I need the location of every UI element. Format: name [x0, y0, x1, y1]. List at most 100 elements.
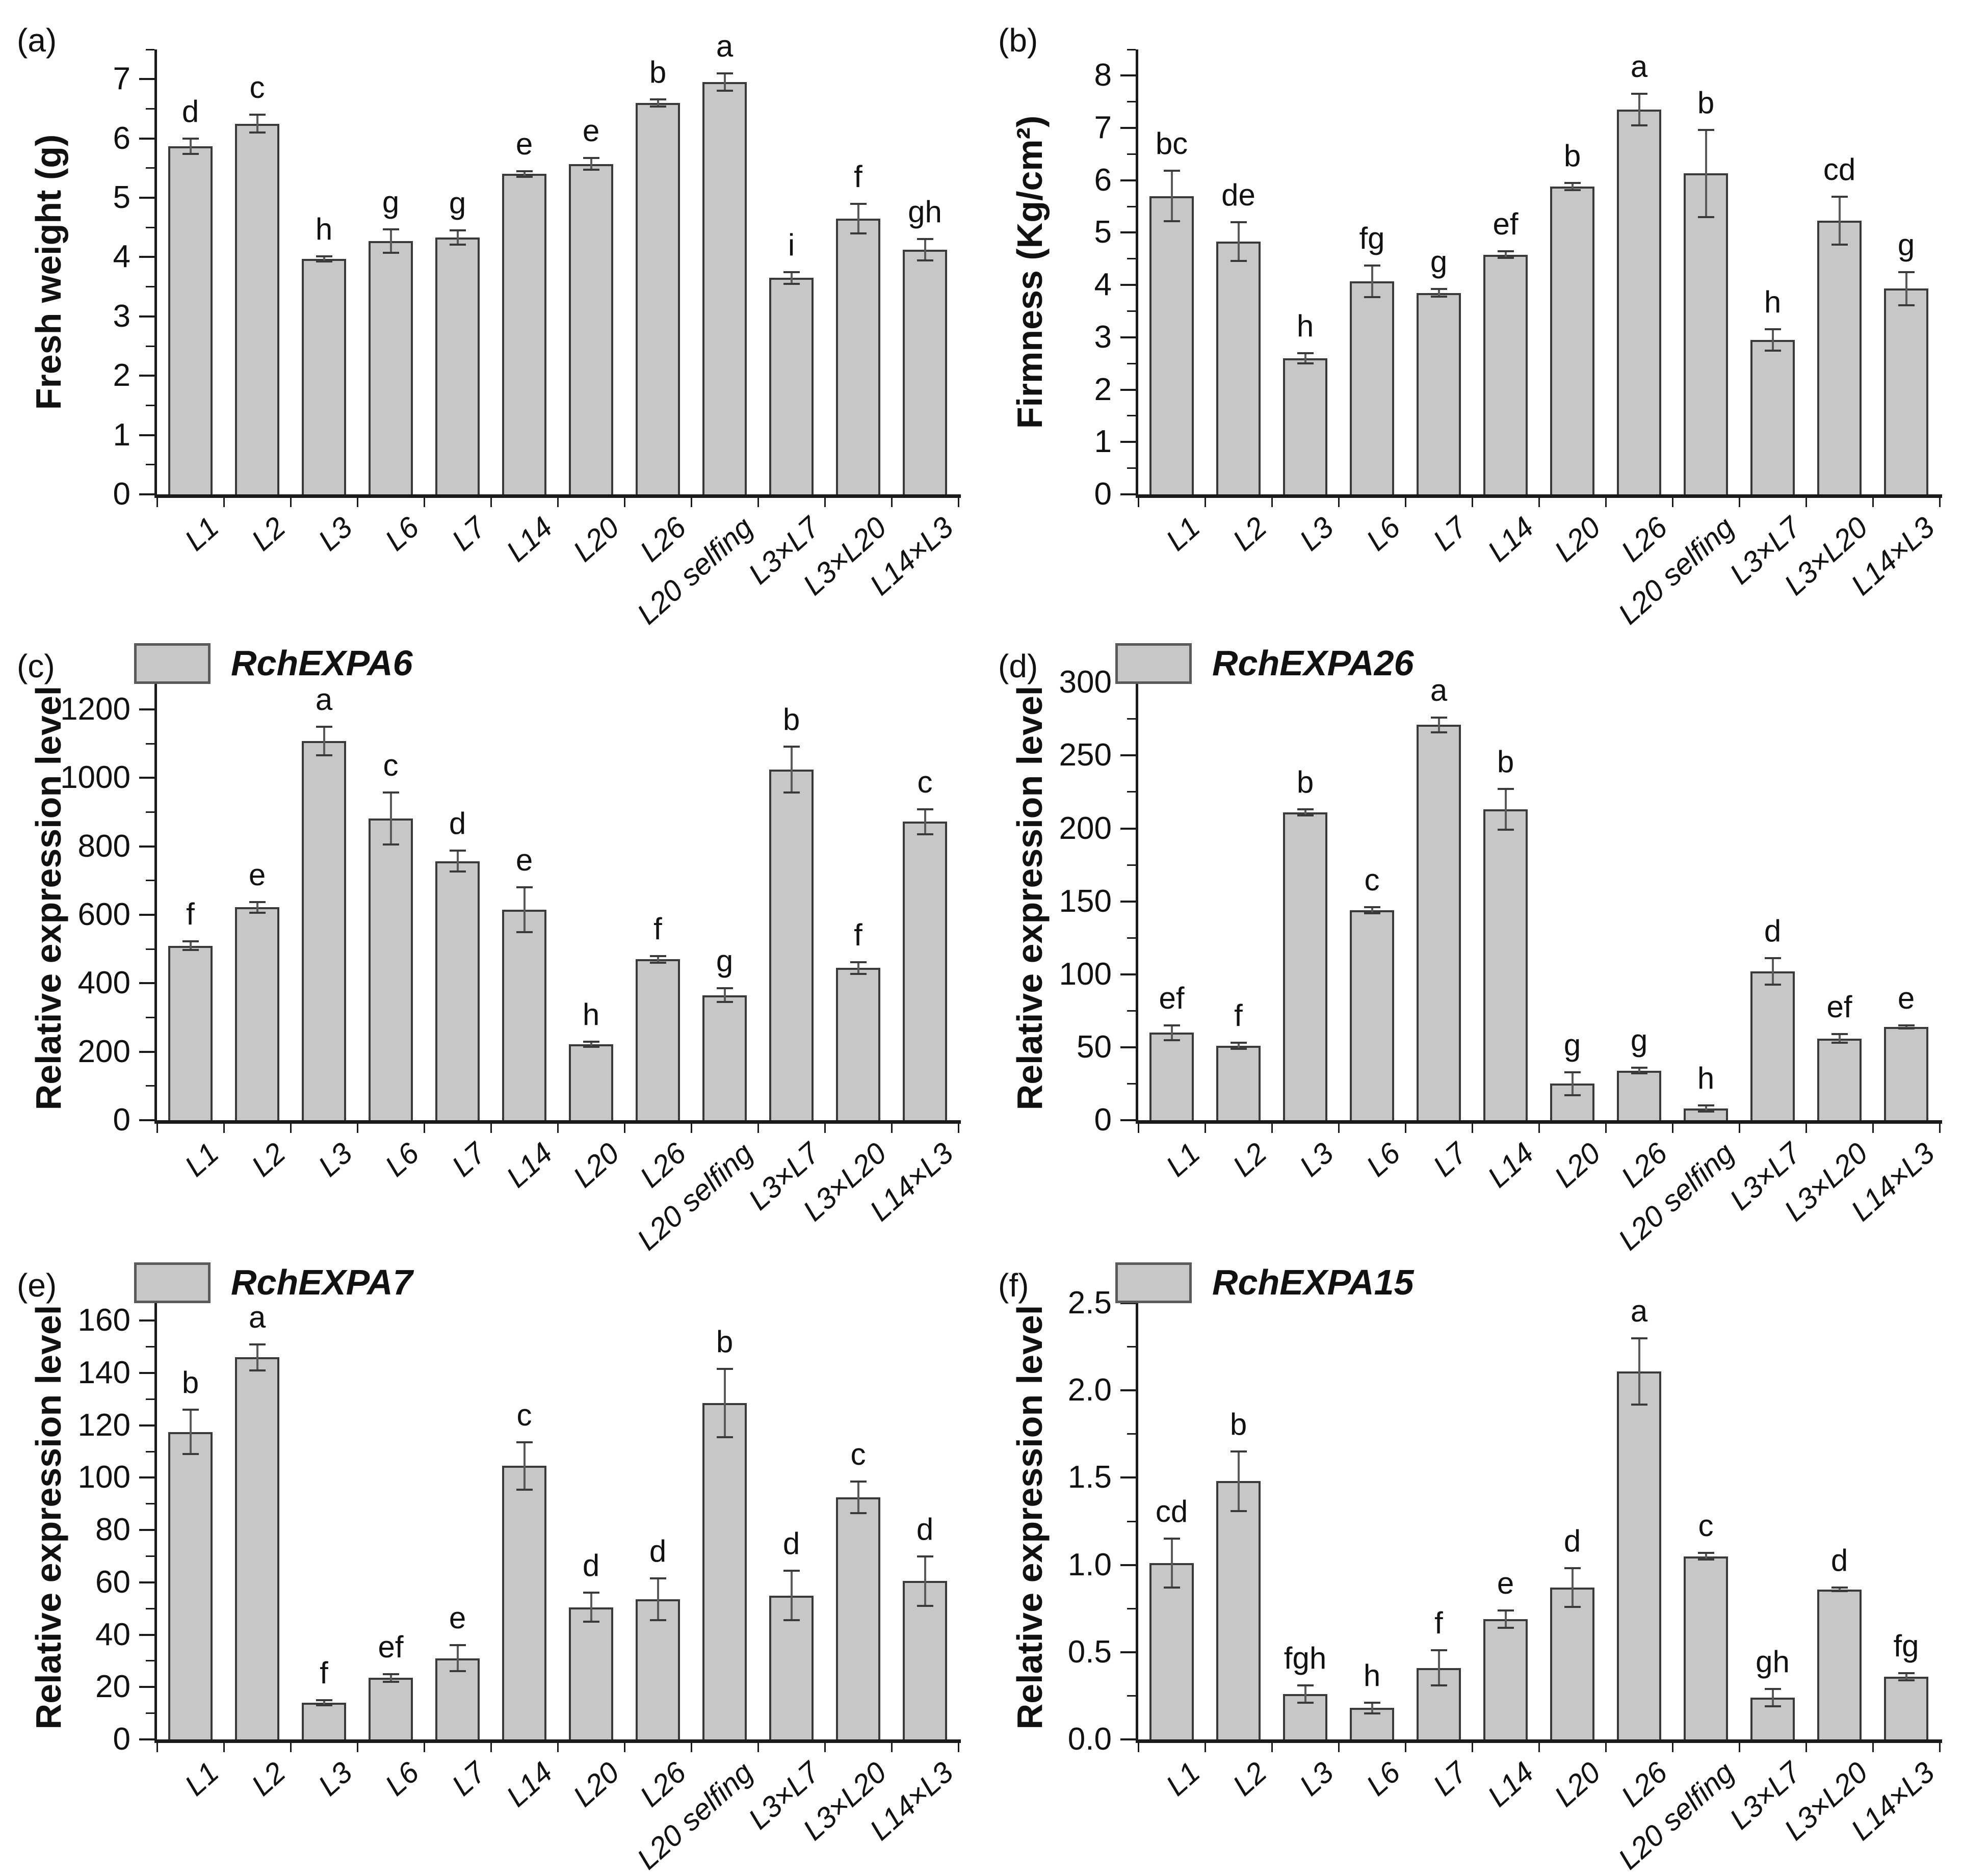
significance-letter: d: [449, 806, 466, 841]
x-axis-line: [1136, 1120, 1942, 1124]
error-bar-cap-top: [1831, 195, 1848, 198]
error-bar-cap-bottom: [716, 90, 733, 92]
error-bar-cap-top: [716, 1368, 733, 1370]
y-tick-label: 6: [113, 120, 130, 156]
significance-letter: g: [1630, 1023, 1648, 1058]
error-bar-cap-top: [182, 137, 199, 140]
x-tick: [557, 1124, 559, 1133]
x-tick: [757, 1743, 759, 1752]
error-bar-line: [1371, 266, 1373, 297]
significance-letter: a: [1630, 1293, 1648, 1328]
legend-gene-name: RchEXPA6: [231, 643, 413, 683]
x-tick: [1738, 1743, 1740, 1752]
significance-letter: h: [582, 997, 600, 1032]
y-minor-tick: [1127, 48, 1136, 50]
x-category-label: L7: [445, 1136, 492, 1183]
error-bar-cap-bottom: [1898, 304, 1915, 307]
error-bar-line: [323, 256, 325, 261]
error-bar-cap-bottom: [249, 131, 266, 134]
error-bar-cap-top: [1564, 1071, 1581, 1073]
x-tick: [957, 498, 959, 507]
y-minor-tick: [146, 948, 154, 950]
x-category-label: L3: [1293, 510, 1340, 558]
y-major-tick: [139, 434, 154, 436]
error-bar-cap-top: [316, 255, 332, 258]
panel-f: (f) Relative expression level 0.0 0.5 1.0 1.5…: [983, 1251, 1962, 1876]
error-bar-line: [189, 1409, 192, 1455]
x-category-label: L2: [1226, 1136, 1273, 1183]
x-tick: [1338, 1743, 1340, 1752]
x-tick: [1872, 1124, 1874, 1133]
bar-L14: [502, 174, 546, 494]
bar-L6: [369, 818, 413, 1120]
x-tick: [423, 1124, 425, 1133]
error-bar-cap-bottom: [850, 232, 867, 234]
error-bar-line: [924, 809, 926, 835]
y-minor-tick: [1127, 153, 1136, 155]
y-tick-label: 2.0: [1067, 1372, 1112, 1408]
error-bar-cap-bottom: [182, 152, 199, 155]
y-minor-tick: [146, 1450, 154, 1452]
error-bar-line: [456, 1645, 459, 1672]
y-minor-tick: [146, 1346, 154, 1348]
error-bar-cap-bottom: [1497, 829, 1514, 831]
y-tick-label: 4: [113, 239, 130, 275]
significance-letter: g: [1430, 245, 1448, 279]
y-minor-tick: [1127, 1607, 1136, 1609]
x-category-label: L20: [566, 1136, 625, 1194]
error-bar-cap-bottom: [316, 260, 332, 262]
significance-letter: h: [1363, 1658, 1381, 1693]
y-tick-label: 150: [1059, 883, 1112, 919]
y-tick-label: 0.0: [1067, 1722, 1112, 1757]
y-minor-tick: [146, 1085, 154, 1087]
error-bar-cap-bottom: [649, 105, 666, 108]
legend-swatch: [134, 643, 211, 684]
x-tick: [824, 1124, 826, 1133]
significance-letter: ef: [1159, 981, 1185, 1015]
y-axis-line: [1136, 49, 1138, 498]
significance-letter: gh: [1756, 1644, 1790, 1679]
error-bar-line: [924, 239, 926, 261]
error-bar-cap-top: [1764, 957, 1781, 960]
x-category-label: L1: [178, 510, 225, 558]
error-bar-cap-top: [649, 1577, 666, 1580]
y-tick-label: 3: [113, 298, 130, 334]
significance-letter: ef: [378, 1629, 404, 1664]
legend-gene-name: RchEXPA26: [1212, 643, 1414, 683]
y-minor-tick: [1127, 1082, 1136, 1085]
x-category-label: L7: [1426, 1136, 1473, 1183]
error-bar-cap-bottom: [1430, 731, 1447, 733]
y-tick-label: 100: [1059, 956, 1112, 992]
y-minor-tick: [1127, 1010, 1136, 1012]
x-tick: [1271, 1743, 1273, 1752]
error-bar-cap-top: [249, 1343, 266, 1345]
x-category-label: L1: [1159, 1755, 1206, 1803]
y-minor-tick: [146, 48, 154, 50]
significance-letter: b: [1697, 86, 1715, 120]
bar-L3×L20: [836, 1497, 880, 1739]
x-tick: [1939, 498, 1941, 507]
y-major-tick: [1120, 973, 1136, 975]
y-major-tick: [1120, 1389, 1136, 1392]
bar-L14: [1483, 1619, 1528, 1739]
x-tick: [1338, 1124, 1340, 1133]
y-major-tick: [1120, 127, 1136, 129]
bar-L20: [569, 1607, 613, 1739]
y-tick-label: 300: [1059, 665, 1112, 700]
y-major-tick: [139, 1372, 154, 1375]
y-minor-tick: [1127, 101, 1136, 103]
y-axis-line: [1136, 1294, 1138, 1743]
error-bar-line: [790, 746, 793, 792]
error-bar-line: [1437, 718, 1440, 732]
error-bar-line: [1504, 789, 1507, 830]
significance-letter: d: [1563, 1524, 1581, 1558]
bar-L7: [1417, 293, 1461, 494]
y-major-tick: [139, 1738, 154, 1740]
error-bar-cap-top: [1631, 1337, 1647, 1339]
error-bar-cap-top: [1898, 1672, 1915, 1674]
bar-L3×L20: [836, 968, 880, 1120]
bar-L1: [1149, 196, 1194, 494]
y-major-tick: [139, 708, 154, 711]
y-tick-label: 600: [77, 897, 130, 933]
error-bar-cap-bottom: [316, 754, 332, 757]
